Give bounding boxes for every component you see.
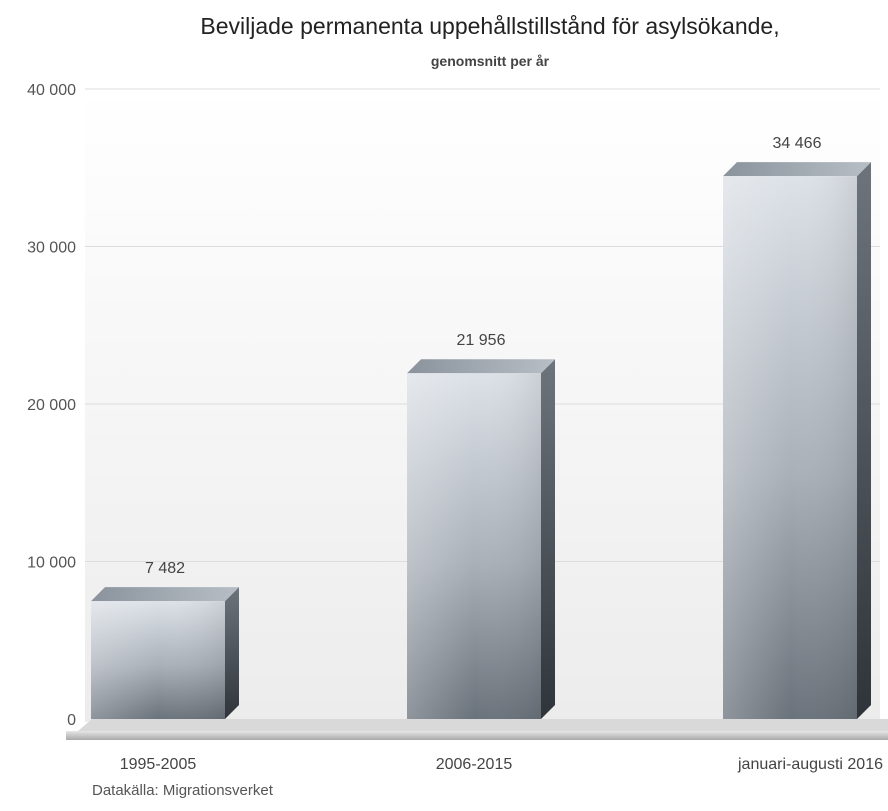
floor-front [66, 731, 888, 740]
y-axis-ticks: 0 10 000 20 000 30 000 40 000 [27, 82, 76, 729]
x-axis-ticks: 1995-2005 2006-2015 januari-augusti 2016 [120, 756, 883, 773]
bar-front-shade [91, 601, 225, 719]
bar-side [857, 162, 871, 719]
bar-top [407, 359, 555, 374]
bar [723, 162, 871, 719]
data-labels: 7 482 21 956 34 466 [145, 135, 822, 577]
x-tick-label: januari-augusti 2016 [737, 756, 883, 773]
chart-titles: Beviljade permanenta uppehållstillstånd … [200, 13, 779, 69]
bar-top [723, 162, 871, 177]
bars [91, 162, 871, 719]
bar [407, 359, 555, 719]
x-tick-label: 1995-2005 [120, 756, 197, 773]
y-tick-label: 0 [67, 712, 76, 729]
bar-front-shade [407, 373, 541, 719]
x-tick-label: 2006-2015 [436, 756, 513, 773]
y-tick-label: 10 000 [27, 555, 76, 572]
source-note: Datakälla: Migrationsverket [92, 782, 274, 799]
data-label: 7 482 [145, 560, 185, 577]
y-tick-label: 20 000 [27, 397, 76, 414]
bar-side [225, 587, 239, 719]
bar-front-shade [723, 176, 857, 719]
data-label: 21 956 [457, 332, 506, 349]
data-label: 34 466 [773, 135, 822, 152]
floor-plane [66, 719, 888, 740]
y-tick-label: 40 000 [27, 82, 76, 99]
bar-side [541, 359, 555, 719]
chart-subtitle: genomsnitt per år [431, 53, 550, 69]
bar [91, 587, 239, 719]
chart-title: Beviljade permanenta uppehållstillstånd … [200, 13, 779, 39]
bar-top [91, 587, 239, 602]
y-tick-label: 30 000 [27, 240, 76, 257]
floor-top [78, 719, 888, 731]
